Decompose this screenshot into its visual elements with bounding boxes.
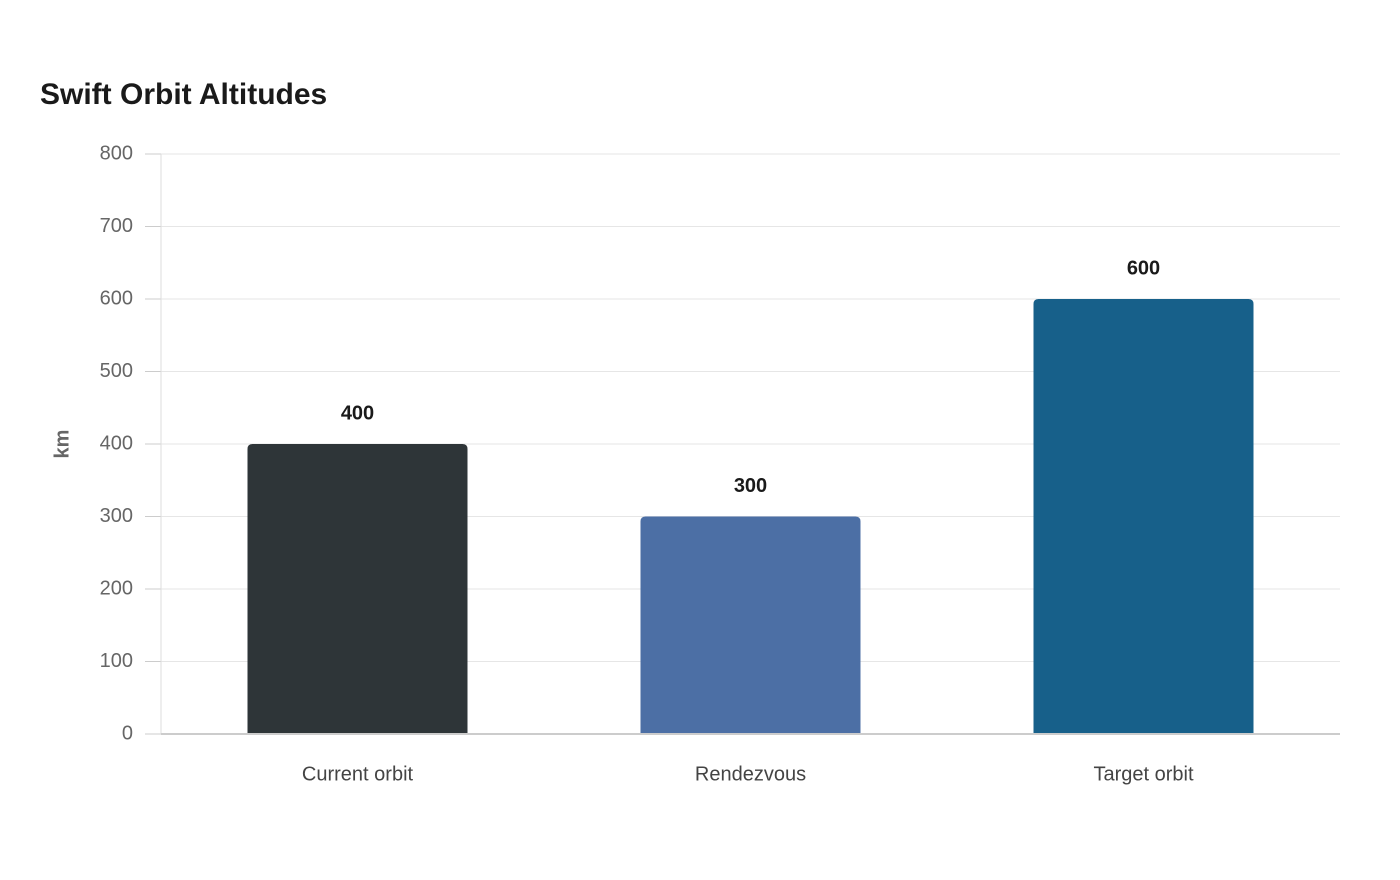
x-tick-label: Rendezvous — [695, 763, 806, 785]
data-label: 400 — [341, 402, 374, 424]
y-tick-label: 500 — [100, 360, 133, 382]
y-tick-label: 700 — [100, 215, 133, 237]
data-label: 300 — [734, 475, 767, 497]
chart-title: Swift Orbit Altitudes — [40, 78, 327, 111]
y-tick-label: 100 — [100, 650, 133, 672]
bar — [1033, 299, 1254, 734]
y-tick-label: 400 — [100, 432, 133, 454]
data-label: 600 — [1127, 257, 1160, 279]
bar — [640, 516, 861, 734]
bar — [247, 444, 468, 734]
y-tick-label: 800 — [100, 142, 133, 164]
x-tick-label: Current orbit — [302, 763, 414, 785]
y-tick-label: 200 — [100, 577, 133, 599]
x-tick-label: Target orbit — [1093, 763, 1193, 785]
y-tick-label: 0 — [122, 722, 133, 744]
y-axis-label: km — [51, 430, 73, 459]
y-tick-label: 300 — [100, 505, 133, 527]
y-tick-label: 600 — [100, 287, 133, 309]
